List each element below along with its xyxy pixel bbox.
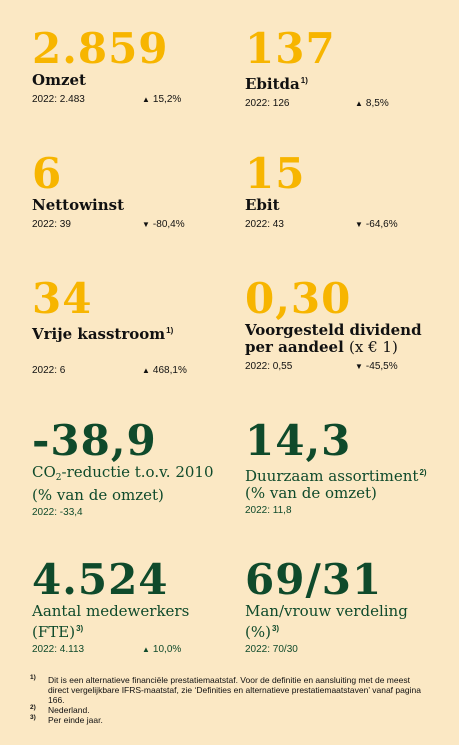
kpi-sublabel: (% van de omzet) (245, 484, 377, 502)
kpi-sublabel: (%) (245, 623, 271, 641)
kpi-change: 468,1% (152, 365, 187, 376)
kpi-previous: 2022: 70/30 (245, 644, 298, 655)
kpi-label-line2: per aandeel (245, 338, 344, 356)
up-arrow-icon: ▲ (142, 95, 150, 104)
kpi-previous: 2022: -33,4 (32, 507, 83, 518)
kpi-man-vrouw: 69/31 Man/vrouw verdeling (%)3) 2022: 70… (245, 559, 450, 658)
kpi-label-pre: CO (32, 463, 56, 481)
footnote-marker: 1) (30, 674, 36, 681)
kpi-sublabel: (FTE) (32, 623, 76, 641)
down-arrow-icon: ▼ (355, 362, 363, 371)
footnotes: 1) Dit is een alternatieve financiële pr… (30, 674, 430, 725)
kpi-value: 2.859 (32, 24, 169, 73)
kpi-unit: (x € 1) (349, 338, 398, 356)
kpi-previous: 2022: 126 (245, 98, 290, 109)
kpi-previous: 2022: 43 (245, 219, 284, 230)
kpi-previous: 2022: 39 (32, 219, 71, 230)
kpi-change: 8,5% (365, 98, 389, 109)
footnote-ref: 1) (300, 76, 308, 85)
kpi-value: 0,30 (245, 274, 352, 323)
kpi-ebit: 15 Ebit 2022: 43 ▼ -64,6% (245, 153, 450, 233)
kpi-vrije-kasstroom: 34 Vrije kasstroom1) 2022: 6 ▲ 468,1% (32, 278, 237, 379)
kpi-change: 10,0% (152, 644, 182, 655)
kpi-sublabel: (% van de omzet) (32, 486, 164, 504)
kpi-value: 14,3 (245, 416, 352, 465)
up-arrow-icon: ▲ (355, 99, 363, 108)
kpi-previous: 2022: 2.483 (32, 94, 85, 105)
kpi-value: 137 (245, 24, 336, 73)
kpi-value: 4.524 (32, 555, 169, 604)
kpi-value: -38,9 (32, 416, 157, 465)
kpi-label-subscript: 2 (55, 473, 62, 483)
kpi-previous: 2022: 4.113 (32, 644, 85, 655)
kpi-duurzaam-assortiment: 14,3 Duurzaam assortiment2) (% van de om… (245, 420, 450, 519)
kpi-nettowinst: 6 Nettowinst 2022: 39 ▼ -80,4% (32, 153, 237, 233)
kpi-label: Vrije kasstroom (32, 325, 166, 343)
footnote-ref: 3) (76, 624, 84, 633)
kpi-medewerkers: 4.524 Aantal medewerkers (FTE)3) 2022: 4… (32, 559, 237, 658)
kpi-previous: 2022: 11,8 (245, 505, 292, 516)
kpi-change: -80,4% (152, 219, 185, 230)
kpi-label: Aantal medewerkers (32, 602, 190, 620)
kpi-co2-reductie: -38,9 CO2-reductie t.o.v. 2010 (% van de… (32, 420, 237, 521)
kpi-omzet: 2.859 Omzet 2022: 2.483 ▲ 15,2% (32, 28, 237, 108)
kpi-label: Ebit (245, 196, 280, 214)
footnote-ref: 2) (419, 468, 427, 477)
kpi-change: -64,6% (365, 219, 398, 230)
kpi-label: Voorgesteld dividend (245, 321, 422, 339)
kpi-value: 6 (32, 149, 63, 198)
footnote-marker: 2) (30, 704, 36, 711)
kpi-ebitda: 137 Ebitda1) 2022: 126 ▲ 8,5% (245, 28, 450, 112)
kpi-value: 15 (245, 149, 306, 198)
footnote-ref: 1) (166, 326, 174, 335)
kpi-value: 34 (32, 274, 93, 323)
kpi-label: Man/vrouw verdeling (245, 602, 408, 620)
kpi-dividend: 0,30 Voorgesteld dividend per aandeel (x… (245, 278, 450, 375)
kpi-previous: 2022: 0,55 (245, 361, 293, 372)
down-arrow-icon: ▼ (142, 220, 150, 229)
footnote-text: Dit is een alternatieve financiële prest… (48, 675, 421, 705)
kpi-label: Ebitda (245, 75, 300, 93)
kpi-label: Nettowinst (32, 196, 125, 214)
kpi-change: -45,5% (365, 361, 398, 372)
footnote-text: Per einde jaar. (48, 715, 103, 725)
up-arrow-icon: ▲ (142, 645, 150, 654)
footnote: 2) Nederland. (30, 704, 430, 715)
footnote-ref: 3) (271, 624, 280, 633)
kpi-previous: 2022: 6 (32, 365, 66, 376)
footnote: 3) Per einde jaar. (30, 714, 430, 725)
kpi-label: Duurzaam assortiment (245, 467, 419, 485)
kpi-label: Omzet (32, 71, 86, 89)
footnote-text: Nederland. (48, 705, 90, 715)
footnote-marker: 3) (30, 714, 36, 721)
down-arrow-icon: ▼ (355, 220, 363, 229)
kpi-label-post: -reductie t.o.v. 2010 (61, 463, 214, 481)
kpi-change: 15,2% (152, 94, 182, 105)
footnote: 1) Dit is een alternatieve financiële pr… (30, 674, 430, 705)
kpi-value: 69/31 (245, 555, 383, 604)
up-arrow-icon: ▲ (142, 366, 150, 375)
